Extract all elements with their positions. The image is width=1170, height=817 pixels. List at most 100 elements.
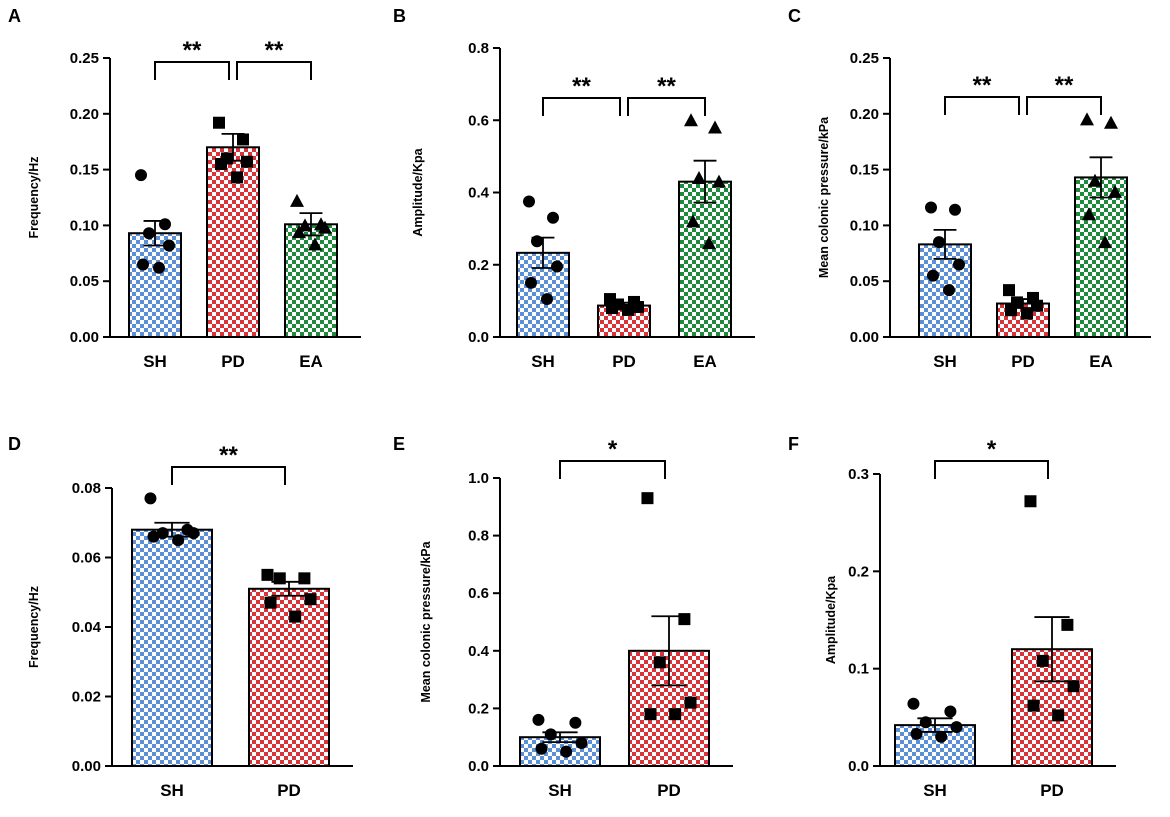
significance-label: ** — [219, 442, 238, 469]
data-point-sh — [159, 218, 171, 231]
data-point-pd — [215, 158, 227, 171]
data-point-ea — [708, 120, 722, 134]
data-point-pd — [644, 708, 657, 721]
data-point-sh — [156, 527, 169, 540]
data-point-sh — [953, 258, 965, 271]
y-tick-label: 0.04 — [72, 619, 102, 636]
data-point-sh — [532, 713, 545, 726]
x-category-label: PD — [1011, 352, 1035, 371]
data-point-ea — [712, 174, 726, 188]
significance-label: ** — [572, 73, 591, 100]
panel-a: A Frequency/Hz 0.00 0.05 0.10 0.15 0.20 0.25 SH P… — [8, 6, 361, 371]
significance-bracket — [559, 460, 666, 479]
y-tick-label: 0.20 — [850, 106, 879, 123]
y-tick-label: 0.00 — [72, 758, 101, 775]
data-point-sh — [172, 534, 185, 547]
y-tick-label: 0.0 — [848, 758, 869, 775]
y-tick-label: 1.0 — [468, 470, 489, 487]
data-point-pd — [1024, 495, 1037, 508]
y-tick-label: 0.0 — [468, 758, 489, 775]
data-point-ea — [684, 113, 698, 127]
y-tick-label: 0.3 — [848, 466, 869, 483]
data-point-sh — [531, 235, 543, 248]
significance-bracket — [236, 61, 312, 80]
data-point-sh — [137, 258, 149, 271]
data-point-ea — [1098, 235, 1112, 249]
y-tick-label: 0.4 — [468, 185, 490, 202]
x-category-label: PD — [277, 781, 301, 800]
x-category-label: PD — [612, 352, 636, 371]
y-tick-label: 0.15 — [850, 162, 879, 179]
data-point-sh — [933, 236, 945, 249]
data-point-sh — [143, 227, 155, 240]
y-axis-title: Mean colonic pressure/kPa — [419, 540, 433, 702]
significance-label: ** — [183, 37, 202, 64]
data-point-sh — [907, 697, 920, 710]
significance-bracket — [171, 466, 286, 485]
significance-bracket — [934, 460, 1049, 479]
data-point-pd — [1052, 709, 1065, 722]
data-point-sh — [944, 705, 957, 718]
data-point-pd — [1021, 307, 1033, 320]
data-point-ea — [686, 214, 700, 228]
y-tick-label: 0.10 — [70, 217, 99, 234]
y-tick-label: 0.25 — [70, 50, 99, 67]
data-point-ea — [308, 237, 322, 251]
significance-bracket — [627, 97, 706, 116]
x-category-label: PD — [1040, 781, 1064, 800]
data-point-pd — [237, 133, 249, 146]
data-point-ea — [318, 220, 332, 234]
data-point-pd — [1003, 284, 1015, 297]
data-point-pd — [653, 656, 666, 669]
data-point-sh — [144, 492, 157, 505]
data-point-sh — [547, 211, 559, 224]
data-point-sh — [551, 260, 563, 273]
panel-f: F Amplitude/Kpa 0.0 0.1 0.2 0.3 SH PD * — [788, 434, 1116, 800]
data-point-ea — [1080, 112, 1094, 126]
y-axis-title: Amplitude/Kpa — [411, 147, 425, 236]
bar-ea — [284, 223, 338, 338]
data-point-ea — [290, 193, 304, 207]
data-point-pd — [304, 593, 317, 606]
data-point-pd — [1061, 618, 1074, 631]
data-point-pd — [1031, 299, 1043, 312]
data-point-ea — [298, 218, 312, 232]
data-point-sh — [919, 716, 932, 729]
data-point-sh — [163, 239, 175, 252]
bar-sh — [894, 724, 976, 767]
data-point-pd — [213, 116, 225, 129]
panel-letter: C — [788, 6, 801, 26]
data-point-pd — [273, 572, 286, 585]
data-point-sh — [525, 276, 537, 289]
data-point-pd — [641, 492, 654, 505]
data-point-pd — [231, 171, 243, 184]
x-category-label: PD — [657, 781, 681, 800]
panel-letter: F — [788, 434, 799, 454]
data-point-pd — [684, 696, 697, 709]
data-point-sh — [569, 716, 582, 729]
data-point-sh — [927, 269, 939, 282]
data-point-sh — [910, 727, 923, 740]
data-point-sh — [935, 730, 948, 743]
data-point-sh — [575, 736, 588, 749]
x-category-label: EA — [299, 352, 323, 371]
data-point-sh — [535, 742, 548, 755]
x-category-label: SH — [548, 781, 572, 800]
y-tick-label: 0.08 — [72, 480, 101, 497]
significance-label: ** — [657, 73, 676, 100]
data-point-pd — [632, 301, 644, 314]
data-point-pd — [298, 572, 311, 585]
y-tick-label: 0.4 — [468, 643, 490, 660]
y-tick-label: 0.00 — [70, 329, 99, 346]
data-point-pd — [606, 302, 618, 315]
x-category-label: EA — [1089, 352, 1113, 371]
data-point-ea — [1082, 207, 1096, 221]
y-tick-label: 0.1 — [848, 661, 869, 678]
data-point-ea — [1108, 184, 1122, 198]
data-point-sh — [135, 169, 147, 182]
data-point-sh — [153, 261, 165, 274]
y-tick-label: 0.15 — [70, 162, 99, 179]
panel-d: D Frequency/Hz 0.00 0.02 0.04 0.06 0.08 SH PD ** — [8, 434, 353, 800]
significance-bracket — [944, 96, 1020, 115]
